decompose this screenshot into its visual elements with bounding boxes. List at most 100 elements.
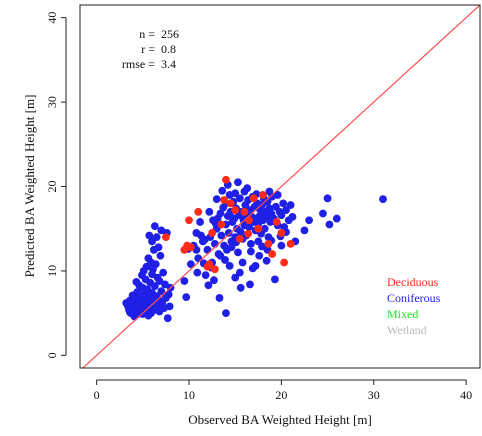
coniferous-point xyxy=(286,201,295,209)
coniferous-point xyxy=(157,287,166,296)
y-tick-label: 20 xyxy=(45,181,59,193)
coniferous-point xyxy=(235,268,244,277)
deciduous-point xyxy=(231,206,240,215)
legend-entry-wetland: Wetland xyxy=(387,323,427,337)
coniferous-point xyxy=(258,242,266,251)
coniferous-point xyxy=(234,178,242,187)
coniferous-point xyxy=(139,267,148,275)
coniferous-point xyxy=(247,240,255,248)
coniferous-point xyxy=(180,277,189,285)
deciduous-point xyxy=(210,265,219,274)
coniferous-point xyxy=(263,197,272,206)
coniferous-point xyxy=(203,245,212,254)
coniferous-point xyxy=(277,241,286,250)
x-tick-label: 10 xyxy=(183,388,195,402)
deciduous-point xyxy=(194,207,203,216)
coniferous-point xyxy=(204,281,213,290)
stat-r-value: 0.8 xyxy=(161,42,176,56)
x-tick-label: 0 xyxy=(94,388,100,402)
y-tick-label: 30 xyxy=(45,96,59,108)
coniferous-point xyxy=(247,247,255,256)
coniferous-point xyxy=(212,195,221,204)
stat-rmse-label: rmse = xyxy=(122,57,155,71)
coniferous-point xyxy=(332,214,341,223)
y-tick-label: 40 xyxy=(45,12,59,24)
stat-rmse-value: 3.4 xyxy=(161,57,176,71)
coniferous-point xyxy=(282,206,290,215)
coniferous-point xyxy=(217,231,226,240)
coniferous-point xyxy=(186,260,195,269)
coniferous-point xyxy=(319,209,327,218)
coniferous-point xyxy=(222,309,230,318)
coniferous-point xyxy=(150,282,159,291)
deciduous-point xyxy=(186,243,195,252)
coniferous-point xyxy=(182,293,191,301)
deciduous-point xyxy=(259,191,267,199)
x-tick-label: 20 xyxy=(275,388,287,402)
coniferous-point xyxy=(152,233,161,242)
coniferous-point xyxy=(305,216,313,225)
stat-n-label: n = xyxy=(139,27,155,41)
deciduous-point xyxy=(249,194,258,203)
deciduous-point xyxy=(205,260,214,269)
coniferous-point xyxy=(288,212,297,221)
coniferous-point xyxy=(235,194,244,203)
y-axis-label: Predicted BA Weighted Height [m] xyxy=(22,95,37,278)
coniferous-point xyxy=(231,189,240,198)
coniferous-point xyxy=(262,256,271,265)
coniferous-point xyxy=(213,214,222,223)
coniferous-point xyxy=(280,223,289,231)
coniferous-point xyxy=(165,302,174,311)
one-to-one-line xyxy=(81,5,480,368)
x-axis: 0 10 20 30 40 xyxy=(94,379,472,402)
deciduous-point xyxy=(245,216,253,225)
coniferous-point xyxy=(215,294,224,302)
points-layer xyxy=(122,175,387,323)
coniferous-point xyxy=(300,226,309,235)
y-tick-label: 10 xyxy=(45,265,59,277)
coniferous-point xyxy=(149,265,157,274)
deciduous-point xyxy=(272,218,281,226)
coniferous-point xyxy=(277,211,286,220)
stat-n-value: 256 xyxy=(161,27,179,41)
deciduous-point xyxy=(264,240,273,248)
legend-entry-deciduous: Deciduous xyxy=(387,275,439,289)
coniferous-point xyxy=(163,314,172,323)
deciduous-point xyxy=(217,220,226,229)
coniferous-point xyxy=(210,276,218,285)
coniferous-point xyxy=(227,243,236,252)
coniferous-point xyxy=(325,220,334,229)
coniferous-point xyxy=(231,273,240,282)
legend-entry-coniferous: Coniferous xyxy=(387,291,441,305)
coniferous-point xyxy=(145,231,154,240)
coniferous-point xyxy=(136,306,144,315)
coniferous-point xyxy=(273,191,282,199)
deciduous-point xyxy=(286,240,295,248)
deciduous-point xyxy=(220,196,229,204)
deciduous-point xyxy=(277,229,286,237)
deciduous-point xyxy=(222,175,230,184)
coniferous-point xyxy=(147,258,156,267)
coniferous-point xyxy=(159,268,168,277)
coniferous-point xyxy=(260,224,269,233)
legend: Deciduous Coniferous Mixed Wetland xyxy=(387,275,441,337)
coniferous-point xyxy=(205,207,214,216)
deciduous-point xyxy=(244,229,253,238)
coniferous-point xyxy=(150,222,159,231)
coniferous-point xyxy=(193,268,202,277)
deciduous-point xyxy=(268,250,277,258)
coniferous-point xyxy=(154,243,163,252)
deciduous-point xyxy=(280,258,289,267)
coniferous-point xyxy=(201,271,210,280)
coniferous-point xyxy=(196,218,204,226)
coniferous-point xyxy=(234,248,242,257)
coniferous-point xyxy=(224,229,233,237)
coniferous-point xyxy=(271,275,279,284)
legend-entry-mixed: Mixed xyxy=(387,307,418,321)
reference-line-layer xyxy=(81,5,480,368)
coniferous-point xyxy=(132,277,141,286)
coniferous-point xyxy=(200,235,209,244)
coniferous-point xyxy=(251,261,260,270)
coniferous-point xyxy=(323,194,332,203)
